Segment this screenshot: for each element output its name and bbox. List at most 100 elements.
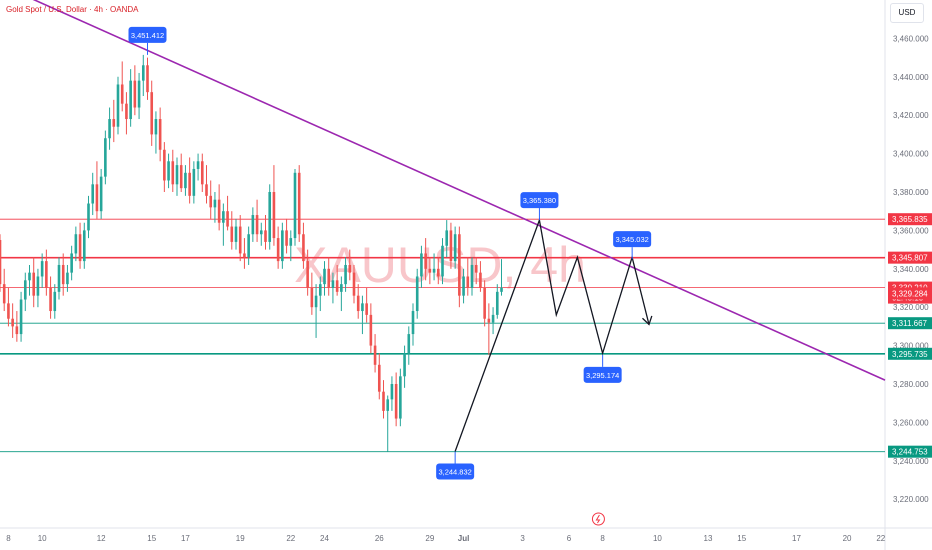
candle-body [171, 161, 175, 185]
level-tag [888, 317, 932, 330]
candle-body [7, 303, 10, 319]
candle-body [479, 272, 482, 288]
callout-box [583, 366, 622, 383]
candle-body [150, 92, 154, 135]
candle-body [125, 103, 128, 120]
candle-body [268, 192, 272, 242]
candle-body [95, 184, 99, 212]
time-tick-label: 10 [38, 534, 47, 543]
candle-body [226, 211, 229, 227]
price-axis[interactable]: 3,220.000 3,240.000 3,260.000 3,280.000 3,30… [888, 34, 932, 504]
price-tick-label: 3,220.000 [893, 495, 929, 504]
candle-body [179, 165, 183, 189]
candle-body [11, 318, 14, 327]
candle-body [49, 288, 52, 312]
candle-body [462, 276, 465, 296]
candle-body [205, 184, 208, 196]
candle-body [352, 272, 356, 296]
time-axis[interactable]: 8 10 12 15 17 19 22 24 26 29 Jul 3 6 8 10 13 15 17 20 22 [6, 512, 886, 543]
candle-body [247, 234, 250, 258]
time-tick-label: 10 [653, 534, 662, 543]
price-tick-label: 3,460.000 [893, 34, 929, 43]
chart-title: Gold Spot / U.S. Dollar · 4h · OANDA [6, 5, 139, 14]
currency-button[interactable]: USD [890, 3, 924, 23]
candle-body [184, 172, 187, 189]
candle-body [87, 203, 90, 231]
time-tick-label: 29 [425, 534, 434, 543]
candle-body [411, 311, 415, 335]
candle-body [487, 318, 491, 323]
candle-body [192, 168, 196, 196]
candle-body [399, 376, 402, 419]
candle-body [251, 215, 255, 235]
candle-body [74, 234, 78, 254]
callout-box [520, 192, 559, 209]
price-tick-label: 3,280.000 [893, 380, 929, 389]
candle-body [466, 276, 470, 288]
candle-body [344, 264, 347, 285]
candle-body [91, 184, 95, 204]
candle-body [445, 230, 449, 246]
price-tick-label: 3,260.000 [893, 418, 929, 427]
price-tick-label: 3,400.000 [893, 150, 929, 159]
level-tag-label: 3,311.667 [892, 319, 928, 328]
candle-body [407, 334, 411, 354]
arrow-head [642, 315, 653, 326]
candle-body [61, 264, 65, 285]
callout-label: 3,365.380 [523, 196, 556, 205]
candle-body [394, 384, 398, 419]
time-tick-label: 22 [876, 534, 885, 543]
candle-body [365, 303, 368, 315]
candle-body [57, 264, 61, 292]
price-tick-label: 3,380.000 [893, 188, 929, 197]
title-sep-2: · [102, 5, 111, 14]
time-tick-label: 17 [181, 534, 190, 543]
level-tag-label: 3,329.284 [892, 289, 928, 298]
candle-body [0, 240, 2, 285]
candle-body [331, 280, 335, 288]
candle-body [53, 291, 57, 312]
price-tick-label: 3,240.000 [893, 457, 929, 466]
callout-box [613, 231, 652, 248]
candle-body [323, 268, 326, 285]
candle-body [424, 253, 427, 269]
time-tick-label: 15 [737, 534, 746, 543]
candle-body [458, 234, 461, 296]
candle-body [373, 345, 377, 365]
time-tick-label: 8 [600, 534, 605, 543]
candle-body [340, 284, 343, 292]
candle-body [45, 261, 48, 288]
candle-body [491, 314, 495, 323]
callout-label: 3,295.174 [586, 371, 619, 380]
time-tick-label: 20 [843, 534, 852, 543]
candle-body [175, 165, 179, 185]
candle-body [82, 230, 86, 262]
price-tick-label: 3,420.000 [893, 111, 929, 120]
candle-body [335, 280, 339, 292]
symbol-watermark: XAUUSD, 4h [294, 237, 586, 293]
price-tick-label: 3,360.000 [893, 226, 929, 235]
candle-body [196, 161, 200, 169]
price-tick-label: 3,440.000 [893, 73, 929, 82]
candle-body [238, 226, 242, 254]
candle-body [36, 276, 40, 296]
time-tick-label: 19 [236, 534, 245, 543]
candle-body [474, 264, 478, 273]
time-tick-label: 8 [6, 534, 11, 543]
level-tag-label: 3,244.753 [892, 448, 928, 457]
callout-box [128, 26, 167, 43]
candle-body [369, 314, 373, 346]
candle-body [112, 119, 116, 127]
candle-body [32, 272, 36, 296]
candle-body [141, 65, 145, 81]
candle-body [356, 295, 360, 312]
candle-body [470, 264, 474, 288]
candle-body [243, 253, 246, 258]
candle-body [99, 176, 103, 212]
candle-body [276, 238, 280, 262]
level-tag [888, 287, 932, 300]
horizontal-levels [0, 218, 885, 453]
candle-body [163, 149, 166, 181]
